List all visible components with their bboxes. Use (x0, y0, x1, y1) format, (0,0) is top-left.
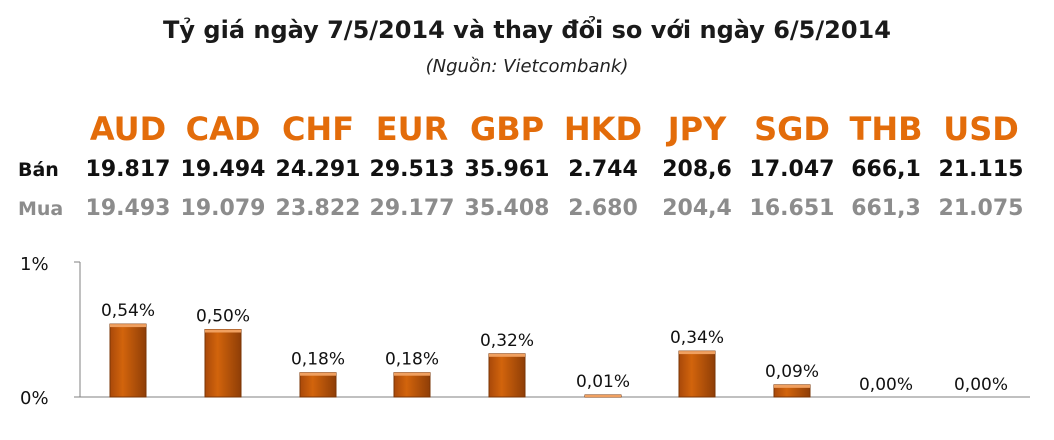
currency-code-sgd: SGD (754, 110, 830, 148)
data-label-jpy: 0,34% (670, 328, 724, 348)
buy-rate-gbp: 35.408 (464, 196, 550, 221)
bar-top-sgd (774, 384, 810, 388)
sell-rate-gbp: 35.961 (464, 157, 550, 182)
data-label-eur: 0,18% (385, 350, 439, 370)
bar-jpy (678, 350, 716, 398)
y-tick-label-top: 1% (20, 254, 49, 275)
bar-top-cad (205, 329, 241, 333)
bar-top-hkd (585, 395, 621, 397)
sell-row-label: Bán (18, 159, 59, 181)
currency-code-chf: CHF (281, 110, 355, 148)
buy-rate-thb: 661,3 (851, 196, 921, 221)
sell-rate-eur: 29.513 (369, 157, 455, 182)
bar-top-eur (394, 372, 430, 376)
sell-rate-hkd: 2.744 (568, 157, 638, 182)
chart-subtitle: (Nguồn: Vietcombank) (425, 56, 629, 77)
currency-code-aud: AUD (89, 110, 167, 148)
data-label-chf: 0,18% (291, 350, 345, 370)
data-label-hkd: 0,01% (576, 372, 630, 392)
data-label-usd: 0,00% (954, 375, 1008, 395)
sell-rate-thb: 666,1 (851, 157, 921, 182)
buy-rate-hkd: 2.680 (568, 196, 638, 221)
buy-rate-sgd: 16.651 (749, 196, 835, 221)
bar-top-aud (110, 324, 146, 328)
bar-top-jpy (679, 351, 715, 355)
currency-code-eur: EUR (375, 110, 449, 148)
y-tick-label-bottom: 0% (20, 388, 49, 409)
buy-rate-jpy: 204,4 (662, 196, 732, 221)
data-label-thb: 0,00% (859, 375, 913, 395)
buy-rate-cad: 19.079 (180, 196, 266, 221)
data-label-gbp: 0,32% (480, 331, 534, 351)
data-label-sgd: 0,09% (765, 362, 819, 382)
currency-code-cad: CAD (185, 110, 261, 148)
buy-rate-usd: 21.075 (938, 196, 1024, 221)
bar-aud (109, 323, 147, 398)
bar-gbp (488, 353, 526, 398)
bar-eur (393, 372, 431, 398)
sell-rate-aud: 19.817 (85, 157, 171, 182)
buy-rate-chf: 23.822 (275, 196, 361, 221)
currency-code-thb: THB (849, 110, 923, 148)
currency-code-hkd: HKD (563, 110, 643, 148)
sell-rate-usd: 21.115 (938, 157, 1024, 182)
sell-rate-jpy: 208,6 (662, 157, 732, 182)
bar-top-gbp (489, 353, 525, 357)
sell-rate-chf: 24.291 (275, 157, 361, 182)
currency-code-usd: USD (943, 110, 1019, 148)
buy-rate-aud: 19.493 (85, 196, 171, 221)
currency-code-jpy: JPY (667, 110, 727, 148)
buy-row-label: Mua (18, 198, 64, 220)
sell-rate-sgd: 17.047 (749, 157, 835, 182)
sell-rate-cad: 19.494 (180, 157, 266, 182)
buy-rate-eur: 29.177 (369, 196, 455, 221)
bar-cad (204, 329, 242, 398)
bar-top-chf (300, 372, 336, 376)
bar-chf (299, 372, 337, 398)
data-label-aud: 0,54% (101, 301, 155, 321)
data-label-cad: 0,50% (196, 307, 250, 327)
chart-title: Tỷ giá ngày 7/5/2014 và thay đổi so với … (163, 16, 891, 44)
currency-code-gbp: GBP (469, 110, 545, 148)
